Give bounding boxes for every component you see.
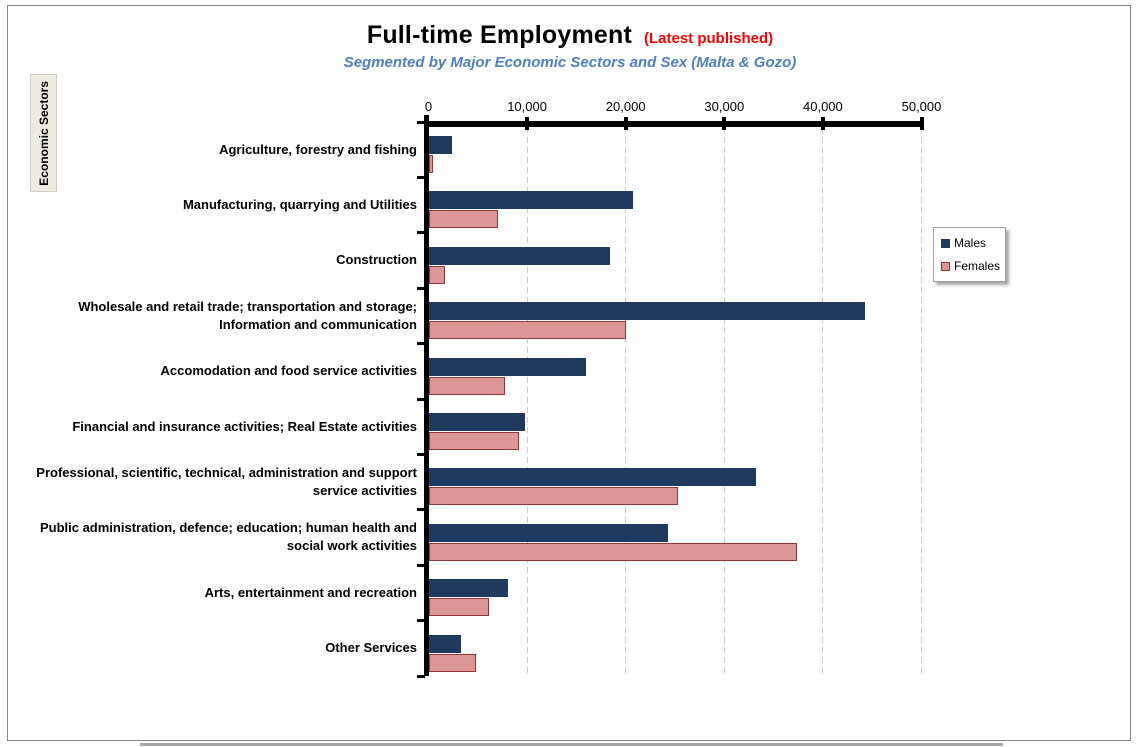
- y-axis-tick: [417, 563, 425, 567]
- x-axis-tick: [722, 117, 727, 130]
- x-tick-label: 30,000: [704, 99, 745, 114]
- x-axis-tick: [623, 117, 628, 130]
- bar-females: [428, 542, 798, 561]
- category-label: Professional, scientific, technical, adm…: [36, 465, 417, 499]
- bar-males: [428, 468, 756, 487]
- y-axis-line: [424, 115, 429, 676]
- legend-label-females: Females: [954, 259, 1001, 273]
- gridline: [625, 127, 627, 676]
- bar-females: [428, 432, 520, 450]
- legend-item-females: Females: [941, 259, 1001, 273]
- bar-females: [428, 265, 446, 284]
- x-axis-tick: [525, 117, 530, 130]
- bar-males: [428, 523, 669, 542]
- bar-females: [428, 210, 498, 229]
- bar-males: [428, 579, 509, 598]
- bar-males: [428, 634, 462, 653]
- y-axis-tick: [417, 342, 425, 346]
- y-axis-tick: [417, 397, 425, 401]
- chart-title: Full-time Employment: [366, 21, 632, 49]
- legend-item-males: Males: [941, 236, 1001, 250]
- y-axis-tick: [417, 175, 425, 179]
- x-axis-tick: [919, 117, 924, 130]
- gridline: [921, 127, 922, 676]
- legend-label-males: Males: [954, 236, 987, 250]
- bar-females: [428, 376, 506, 395]
- bar-females: [428, 487, 678, 506]
- chart-title-line: Full-time Employment (Latest published): [0, 21, 1140, 50]
- bar-females: [428, 155, 434, 173]
- x-tick-label: 40,000: [803, 99, 843, 114]
- y-axis-title-box: Economic Sectors: [30, 74, 57, 192]
- x-tick-label: 50,000: [901, 99, 942, 114]
- y-axis-tick: [417, 619, 425, 623]
- x-tick-label: 10,000: [507, 99, 547, 114]
- x-axis-tick: [820, 117, 825, 130]
- y-axis-tick: [417, 231, 425, 235]
- category-label: Financial and insurance activities; Real…: [72, 418, 417, 434]
- category-label: Agriculture, forestry and fishing: [219, 141, 417, 157]
- category-label: Construction: [336, 252, 417, 268]
- bar-males: [428, 413, 526, 431]
- y-axis-tick: [417, 452, 425, 456]
- y-axis-tick: [417, 674, 425, 678]
- gridline: [822, 127, 824, 676]
- bar-males: [428, 136, 453, 154]
- horizontal-scrollbar[interactable]: [140, 743, 1003, 746]
- chart-title-suffix: (Latest published): [643, 30, 774, 47]
- bar-females: [428, 653, 476, 672]
- bar-males: [428, 302, 866, 321]
- category-label: Public administration, defence; educatio…: [39, 520, 417, 554]
- bar-females: [428, 321, 626, 340]
- y-axis-tick: [417, 286, 425, 290]
- chart-subtitle: Segmented by Major Economic Sectors and …: [343, 54, 797, 71]
- gridline: [723, 127, 725, 676]
- bar-males: [428, 357, 587, 376]
- x-tick-label: 20,000: [605, 99, 646, 114]
- males-swatch-icon: [941, 238, 950, 248]
- gridline: [526, 127, 528, 676]
- category-label: Wholesale and retail trade; transportati…: [78, 298, 417, 332]
- x-tick-label: 0: [424, 99, 433, 114]
- x-axis-line: [424, 121, 923, 127]
- category-label: Manufacturing, quarrying and Utilities: [182, 197, 417, 213]
- legend: Males Females: [933, 227, 1006, 282]
- bar-males: [428, 246, 610, 265]
- category-label: Accomodation and food service activities: [160, 363, 417, 379]
- category-label: Other Services: [325, 640, 417, 656]
- category-label: Arts, entertainment and recreation: [204, 584, 417, 600]
- bar-females: [428, 598, 489, 617]
- y-axis-tick: [417, 120, 425, 124]
- y-axis-tick: [417, 508, 425, 512]
- females-swatch-icon: [941, 261, 950, 271]
- bar-males: [428, 191, 633, 210]
